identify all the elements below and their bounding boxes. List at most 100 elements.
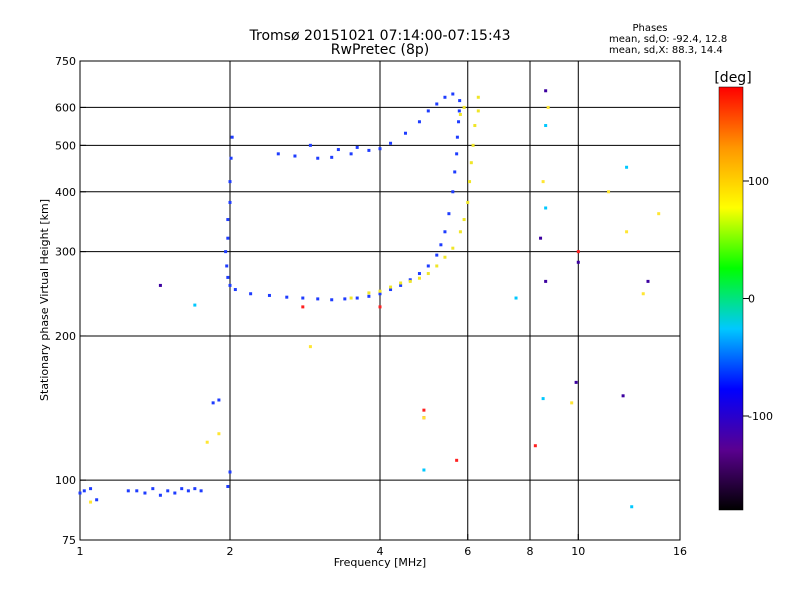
phases-title: Phases: [632, 23, 667, 34]
data-point: [541, 180, 545, 184]
data-point: [607, 190, 611, 194]
colorbar-label: [deg]: [714, 70, 751, 86]
data-point: [193, 303, 197, 307]
data-point: [217, 432, 221, 436]
colorbar: [718, 86, 744, 511]
y-axis-ticks: 75 100 200 300 400 500 600 750: [55, 55, 86, 547]
data-point: [330, 298, 334, 302]
data-point: [355, 145, 359, 149]
data-point: [336, 148, 340, 152]
data-point: [514, 296, 518, 300]
data-point: [367, 148, 371, 152]
data-point: [226, 218, 230, 222]
data-point: [135, 489, 139, 493]
phases-line-o: mean, sd,O: -92.4, 12.8: [609, 34, 727, 45]
data-point: [443, 95, 447, 99]
data-point: [228, 180, 232, 184]
data-point: [422, 416, 426, 420]
data-point: [308, 143, 312, 147]
data-point: [451, 190, 455, 194]
data-point: [462, 218, 466, 222]
data-point: [378, 289, 382, 293]
data-point: [199, 489, 203, 493]
data-point: [476, 95, 480, 99]
data-point: [89, 487, 93, 491]
data-point: [426, 109, 430, 113]
data-point: [126, 489, 130, 493]
data-point: [403, 131, 407, 135]
data-point: [389, 141, 393, 145]
data-point: [462, 105, 466, 109]
data-point: [443, 230, 447, 234]
data-point: [151, 487, 155, 491]
data-point: [226, 275, 230, 279]
data-point: [408, 279, 412, 283]
data-point: [233, 288, 237, 292]
data-point: [451, 246, 455, 250]
data-point: [574, 380, 578, 384]
data-point: [435, 264, 439, 268]
y-axis-label: Stationary phase Virtual Height [km]: [38, 199, 51, 401]
data-point: [228, 283, 232, 287]
x-axis-label: Frequency [MHz]: [334, 556, 426, 569]
data-point: [657, 212, 661, 216]
data-point: [95, 498, 99, 502]
data-point: [158, 493, 162, 497]
data-point: [173, 491, 177, 495]
x-tick-label: 10: [571, 545, 585, 558]
data-point: [166, 489, 170, 493]
y-tick-label: 750: [55, 55, 76, 68]
data-point: [330, 155, 334, 159]
data-point: [546, 105, 550, 109]
data-point: [453, 170, 457, 174]
data-point: [422, 468, 426, 472]
y-tick-label: 400: [55, 186, 76, 199]
data-point: [458, 230, 462, 234]
x-tick-label: 1: [77, 545, 84, 558]
data-point: [230, 135, 234, 139]
colorbar-tick-label: 0: [748, 293, 755, 306]
phases-line-x: mean, sd,X: 88.3, 14.4: [609, 45, 723, 56]
y-tick-label: 300: [55, 246, 76, 259]
data-point: [455, 458, 459, 462]
data-point: [435, 102, 439, 106]
grid: [80, 61, 680, 540]
data-point: [576, 250, 580, 254]
data-point: [82, 489, 86, 493]
data-point: [471, 143, 475, 147]
data-point: [447, 212, 451, 216]
data-point: [143, 491, 147, 495]
y-tick-label: 500: [55, 139, 76, 152]
data-point: [422, 408, 426, 412]
colorbar-tick-label: -100: [748, 410, 773, 423]
data-point: [211, 401, 215, 405]
y-tick-label: 100: [55, 474, 76, 487]
data-point: [399, 283, 403, 287]
data-point: [458, 99, 462, 103]
data-point: [316, 156, 320, 160]
x-tick-label: 8: [527, 545, 534, 558]
data-point: [267, 293, 271, 297]
data-point: [349, 296, 353, 300]
data-point: [408, 278, 412, 282]
data-point: [630, 505, 634, 509]
data-point: [426, 272, 430, 276]
x-tick-label: 4: [377, 545, 384, 558]
data-point: [301, 305, 305, 309]
data-point: [457, 120, 461, 124]
data-point: [455, 152, 459, 156]
data-point: [621, 394, 625, 398]
data-point: [225, 264, 229, 268]
data-point: [576, 260, 580, 264]
data-point: [435, 253, 439, 257]
y-tick-label: 200: [55, 330, 76, 343]
chart-title: Tromsø 20151021 07:14:00-07:15:43: [249, 28, 511, 44]
data-point: [217, 398, 221, 402]
data-point: [316, 297, 320, 301]
data-point: [539, 236, 543, 240]
data-point: [476, 109, 480, 113]
data-point: [276, 152, 280, 156]
data-point: [301, 296, 305, 300]
data-point: [570, 401, 574, 405]
